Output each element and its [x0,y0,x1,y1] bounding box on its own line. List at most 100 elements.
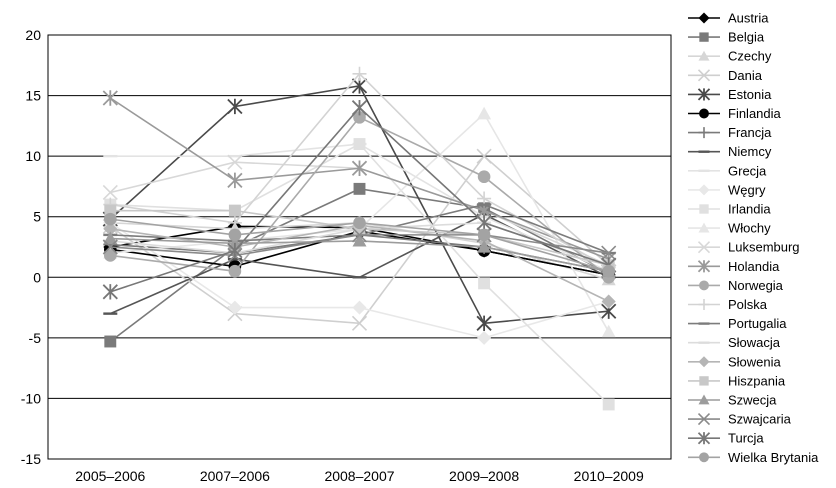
legend-item: Włochy [688,221,771,236]
data-point [476,215,492,231]
y-tick-label: 20 [25,27,41,43]
series-lines [102,66,617,411]
data-point [352,233,367,247]
data-point [698,299,710,310]
legend-label: Dania [728,68,763,83]
data-point [103,231,118,245]
data-point [476,148,492,164]
legend-label: Portugalia [728,316,787,331]
data-point [477,106,492,120]
legend-label: Polska [728,297,768,312]
data-point [477,170,491,184]
data-point [102,239,118,255]
legend-label: Szwajcaria [728,412,792,427]
legend-label: Luksemburg [728,240,800,255]
legend-label: Słowacja [728,335,781,350]
data-point [104,212,117,226]
data-point [352,300,367,315]
x-tick-label: 2005–2006 [75,468,145,484]
data-point [477,191,492,206]
data-point [699,204,709,214]
data-point [699,108,709,119]
x-tick-label: 2007–2006 [200,468,270,484]
x-tick-label: 2010–2009 [574,468,644,484]
legend-item: Estonia [688,87,772,102]
data-point [697,69,711,82]
data-point [227,215,242,230]
legend-item: Szwecja [688,393,777,408]
legend-item: Francja [688,125,772,140]
legend-item: Irlandia [688,202,771,217]
legend-item: Austria [688,11,769,26]
data-point [353,138,366,150]
data-point [697,413,711,426]
data-point [351,160,368,176]
data-point [478,277,491,290]
data-point [351,227,368,243]
y-tick-label: -5 [29,330,42,346]
legend-item: Węgry [688,182,766,197]
legend-item: Niemcy [688,144,772,159]
y-tick-label: 10 [25,148,41,164]
legend-item: Czechy [688,49,772,64]
data-point [351,99,368,116]
data-point [698,184,710,196]
legend-label: Austria [728,11,769,26]
y-tick-label: 5 [33,209,41,225]
data-point [227,300,242,315]
data-point [698,394,710,405]
legend-item: Luksemburg [688,240,800,255]
legend-label: Norwegia [728,278,784,293]
legend-label: Grecja [728,163,767,178]
legend-label: Słowenia [728,354,782,369]
data-point [104,249,117,262]
y-tick-label: 15 [25,88,41,104]
data-point [227,154,243,170]
data-point [477,240,492,253]
legend-label: Hiszpania [728,373,786,388]
data-point [698,222,710,233]
x-tick-label: 2008–2007 [324,468,394,484]
legend-label: Czechy [728,49,772,64]
series-wielka-brytania [104,212,615,278]
legend-label: Szwecja [728,393,777,408]
legend-item: Dania [688,68,763,83]
legend-item: Holandia [688,259,780,274]
data-point [227,98,243,115]
legend-label: Estonia [728,87,772,102]
data-point [601,245,617,261]
legend-item: Belgia [688,30,765,45]
data-point [353,182,366,195]
legend-label: Belgia [728,30,765,45]
data-point [602,398,615,411]
data-point [104,335,117,348]
data-point [228,228,242,242]
y-axis-tick-labels: 20 15 10 5 0 -5 -10 -15 [21,27,41,467]
data-point [601,324,616,338]
data-point [601,294,616,309]
x-axis-tick-labels: 2005–2006 2007–2006 2008–2007 2009–2008 2010… [75,468,644,484]
data-point [477,228,491,242]
legend-label: Węgry [728,182,766,197]
series-irlandia [104,138,615,411]
y-tick-label: 0 [33,269,41,285]
legend-label: Niemcy [728,144,772,159]
legend-item: Norwegia [688,278,784,293]
data-point [227,242,243,259]
data-point [697,88,711,101]
legend-item: Szwajcaria [688,412,792,427]
legend-item: Finlandia [688,106,782,121]
legend-item: Grecja [688,163,767,178]
legend-label: Turcja [728,431,764,446]
data-point [602,264,615,278]
data-point [699,376,709,386]
legend-label: Finlandia [728,106,782,121]
legend: Austria Belgia Czechy Dania Estonia Finlandia… [688,11,819,465]
data-point [697,241,711,254]
data-point [697,432,711,445]
data-point [697,260,711,273]
legend-label: Wielka Brytania [728,450,819,465]
legend-item: Turcja [688,431,764,446]
legend-label: Włochy [728,221,771,236]
